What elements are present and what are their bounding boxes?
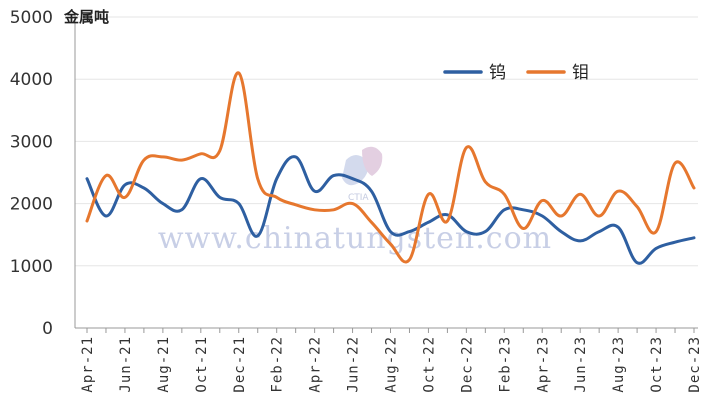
y-tick-label-2000: 2000 xyxy=(10,195,53,215)
x-tick-label: Aug-23 xyxy=(611,336,627,393)
x-tick-label: Dec-23 xyxy=(687,336,703,393)
grid-lines xyxy=(75,16,698,267)
svg-text:CTIA: CTIA xyxy=(348,193,369,203)
series-line-1 xyxy=(85,71,696,264)
legend: 钨钼 xyxy=(443,63,589,83)
x-tick-label: Feb-23 xyxy=(497,336,513,393)
legend-label-0: 钨 xyxy=(489,63,506,83)
x-tick-label: Apr-21 xyxy=(80,336,96,393)
x-tick-label: Oct-21 xyxy=(194,336,210,393)
legend-label-1: 钼 xyxy=(572,63,589,83)
x-tick-label: Dec-22 xyxy=(459,336,475,393)
x-tick-label: Oct-22 xyxy=(421,336,437,393)
x-tick-labels: Apr-21 Jun-21 Aug-21 Oct-21 Dec-21 Feb-22 Apr-… xyxy=(80,336,703,393)
series-lines xyxy=(85,71,696,265)
x-tick-label: Oct-23 xyxy=(649,336,665,393)
x-tick-label: Aug-22 xyxy=(384,336,400,393)
x-tick-label: Jun-23 xyxy=(573,336,589,393)
x-tick-label: Jun-21 xyxy=(118,336,134,393)
y-tick-label-3000: 3000 xyxy=(10,132,53,152)
watermark-text: www.chinatungsten.com xyxy=(158,221,552,256)
series-line-0 xyxy=(85,155,696,265)
watermark-logo: CTIA xyxy=(342,146,383,203)
x-tick-label: Apr-22 xyxy=(308,336,324,393)
x-tick-label: Apr-23 xyxy=(535,336,551,393)
x-tick-label: Jun-22 xyxy=(346,336,362,393)
axes xyxy=(74,15,698,333)
x-tick-label: Feb-22 xyxy=(270,336,286,393)
y-axis-unit-label: 金属吨 xyxy=(63,8,109,26)
y-tick-label-0: 0 xyxy=(42,319,53,339)
x-tick-label: Aug-21 xyxy=(156,336,172,393)
y-tick-label-4000: 4000 xyxy=(10,70,53,90)
x-tick-label: Dec-21 xyxy=(232,336,248,393)
y-tick-label-5000: 5000 xyxy=(10,8,53,28)
y-tick-labels: 0 1000 2000 3000 4000 5000 xyxy=(10,8,53,339)
watermark: CTIA www.chinatungsten.com xyxy=(158,146,552,256)
y-tick-label-1000: 1000 xyxy=(10,257,53,277)
